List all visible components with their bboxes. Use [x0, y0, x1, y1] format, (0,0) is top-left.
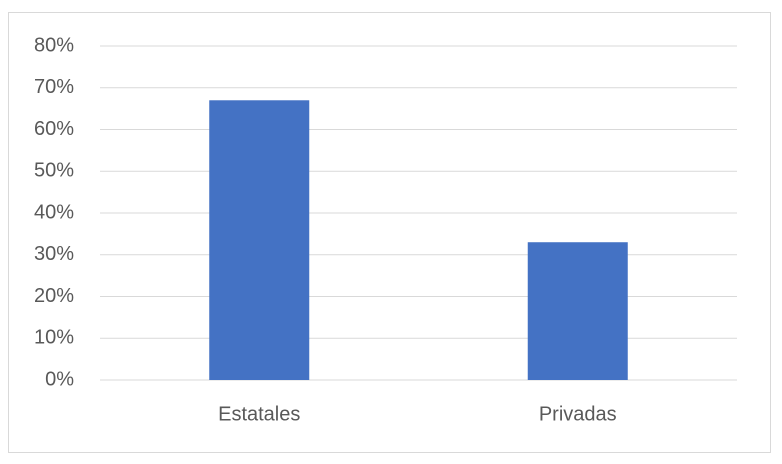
chart-border	[8, 12, 771, 453]
y-tick-label: 40%	[34, 201, 74, 223]
y-tick-label: 10%	[34, 327, 74, 349]
y-tick-label: 50%	[34, 160, 74, 182]
x-tick-label: Privadas	[539, 403, 617, 425]
x-tick-label: Estatales	[218, 403, 300, 425]
y-tick-label: 0%	[45, 368, 74, 390]
bar	[209, 100, 310, 381]
y-tick-label: 30%	[34, 243, 74, 265]
y-tick-label: 20%	[34, 285, 74, 307]
y-tick-label: 60%	[34, 118, 74, 140]
y-tick-label: 70%	[34, 76, 74, 98]
y-tick-label: 80%	[34, 34, 74, 56]
bar	[527, 242, 628, 380]
